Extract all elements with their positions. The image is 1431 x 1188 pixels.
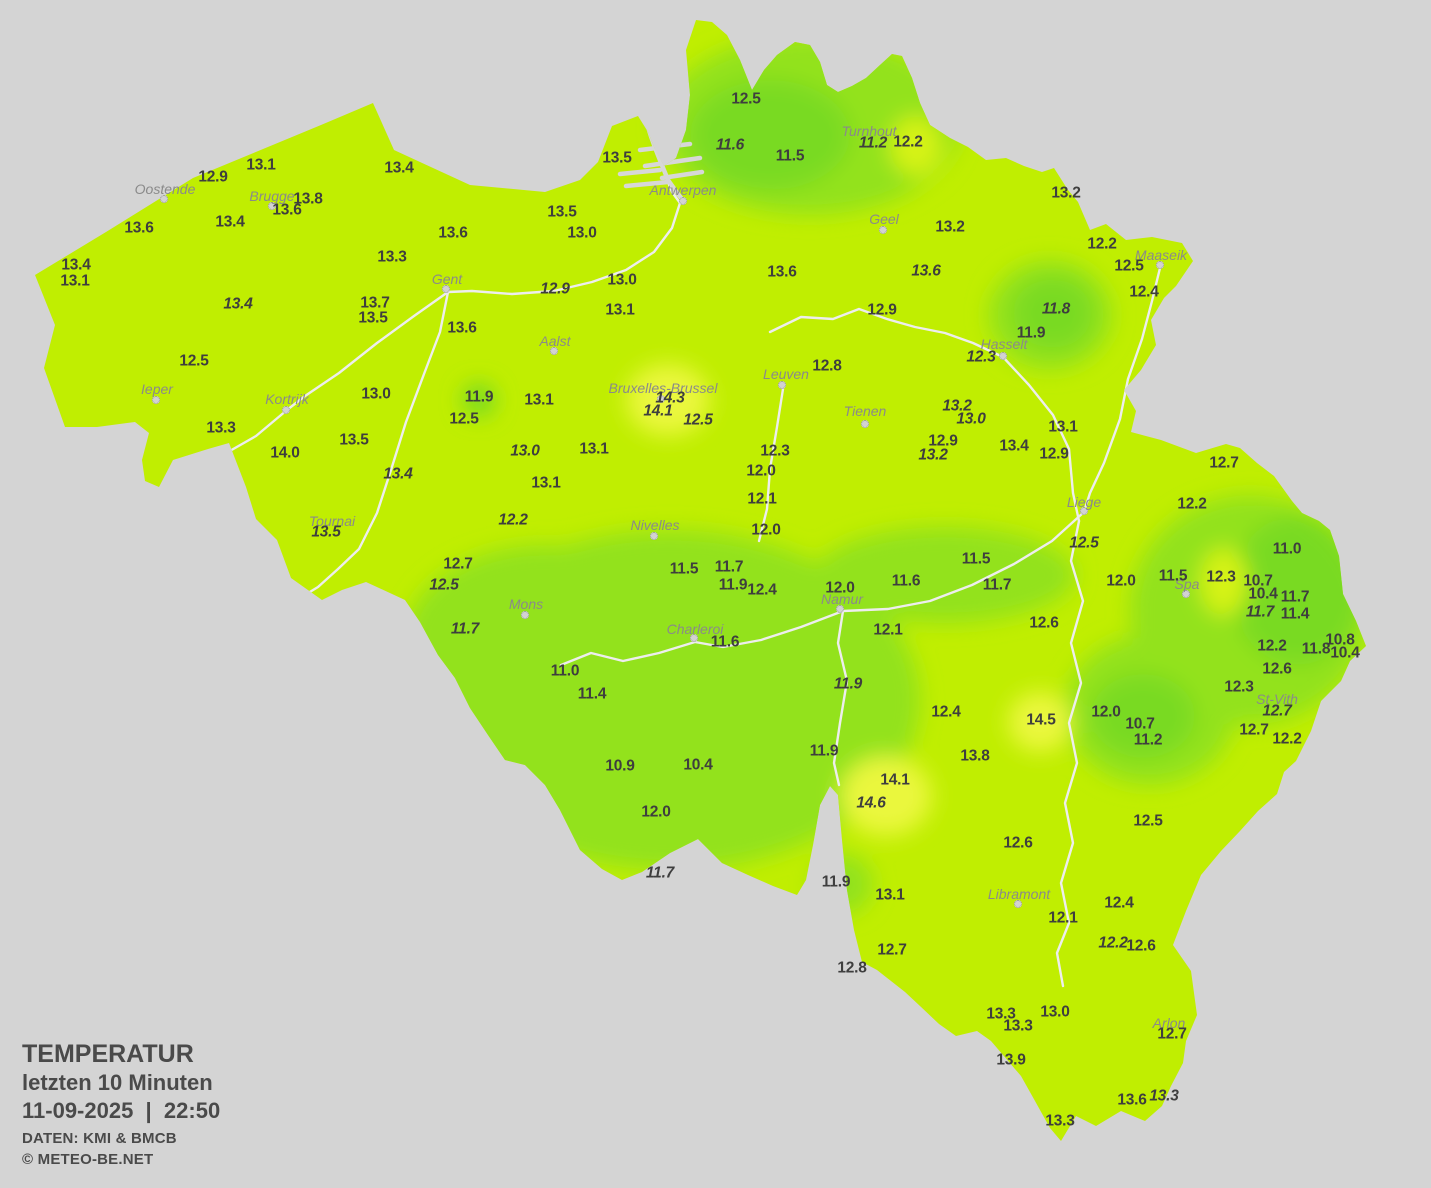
temperature-field-blobs (405, 35, 1366, 914)
map-copyright: © METEO-BE.NET (22, 1151, 154, 1168)
rivers-and-borders (203, 148, 1162, 988)
map-datetime: 11-09-2025 | 22:50 (22, 1098, 221, 1123)
title-block: TEMPERATUR letzten 10 Minuten 11-09-2025… (22, 1040, 221, 1168)
map-title: TEMPERATUR (22, 1040, 194, 1068)
map-data-source: DATEN: KMI & BMCB (22, 1130, 177, 1147)
map-subtitle: letzten 10 Minuten (22, 1070, 213, 1095)
